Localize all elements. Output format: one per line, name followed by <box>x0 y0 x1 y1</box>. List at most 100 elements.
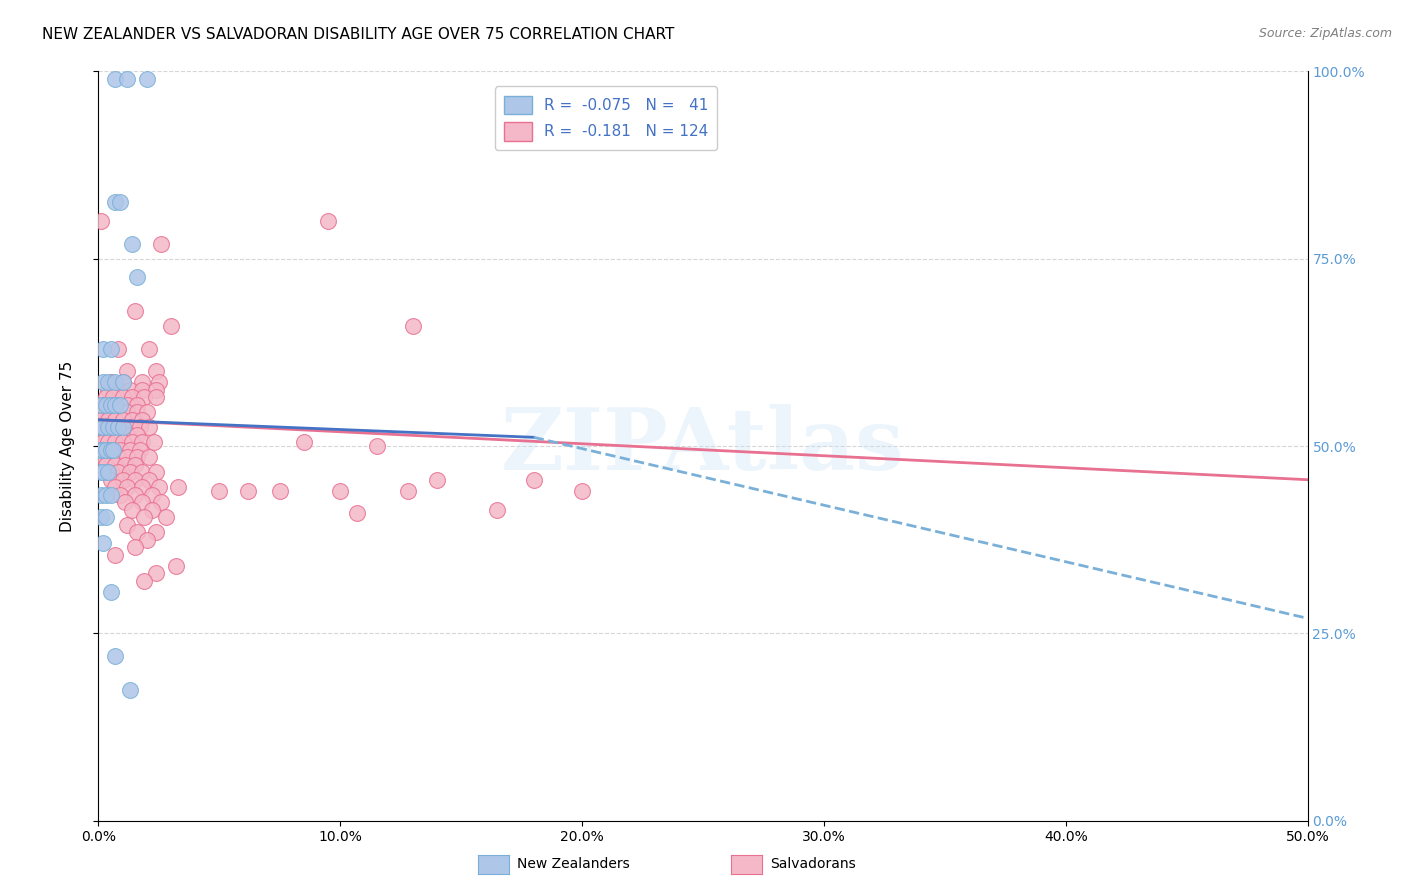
Point <box>124 458 146 472</box>
Point <box>150 236 173 251</box>
Point <box>131 495 153 509</box>
Point <box>108 398 131 412</box>
Point <box>238 483 260 498</box>
Point <box>94 510 117 524</box>
Point <box>118 420 141 434</box>
Point <box>366 439 388 453</box>
Point <box>90 427 112 442</box>
Point <box>141 488 163 502</box>
Point <box>111 435 134 450</box>
Point <box>90 442 112 457</box>
Text: NEW ZEALANDER VS SALVADORAN DISABILITY AGE OVER 75 CORRELATION CHART: NEW ZEALANDER VS SALVADORAN DISABILITY A… <box>42 27 675 42</box>
Point <box>97 435 120 450</box>
Point <box>100 398 122 412</box>
Point <box>107 420 129 434</box>
Point <box>108 195 131 210</box>
Point <box>101 390 124 404</box>
Point <box>145 525 167 540</box>
Legend: R =  -0.075   N =   41, R =  -0.181   N = 124: R = -0.075 N = 41, R = -0.181 N = 124 <box>495 87 717 150</box>
Point <box>117 364 139 378</box>
Point <box>121 413 143 427</box>
Point <box>101 442 124 457</box>
Point <box>108 442 131 457</box>
Point <box>111 420 134 434</box>
Point <box>90 420 112 434</box>
Point <box>121 390 143 404</box>
Point <box>97 420 120 434</box>
Point <box>127 450 149 465</box>
Point <box>97 465 120 479</box>
Point <box>396 483 419 498</box>
Point <box>145 383 167 397</box>
Point <box>127 398 149 412</box>
Point <box>121 435 143 450</box>
Point <box>90 398 112 412</box>
Point <box>91 536 114 550</box>
Point <box>127 270 149 285</box>
Point <box>165 558 187 573</box>
Point <box>148 376 170 390</box>
Point <box>124 488 146 502</box>
Point <box>208 483 231 498</box>
Point <box>117 517 139 532</box>
Point <box>124 304 146 318</box>
Point <box>90 465 112 479</box>
Point <box>292 435 315 450</box>
Point <box>111 390 134 404</box>
Point <box>121 502 143 516</box>
Point <box>91 420 114 434</box>
Point <box>128 420 150 434</box>
Point <box>114 495 136 509</box>
Point <box>134 574 156 588</box>
Point <box>101 420 124 434</box>
Point <box>118 383 141 397</box>
Point <box>94 390 117 404</box>
Point <box>107 398 129 412</box>
Point <box>134 510 156 524</box>
Point <box>117 71 139 86</box>
Point <box>138 420 160 434</box>
Point <box>128 442 150 457</box>
Point <box>145 566 167 581</box>
Point <box>111 413 134 427</box>
Point <box>167 480 190 494</box>
Point <box>145 465 167 479</box>
Point <box>104 195 127 210</box>
Point <box>90 442 112 457</box>
Point <box>131 413 153 427</box>
Point <box>127 525 149 540</box>
Point <box>160 319 183 334</box>
Point <box>111 376 134 390</box>
Point <box>107 405 129 419</box>
Point <box>124 540 146 554</box>
Point <box>94 398 117 412</box>
Point <box>104 71 127 86</box>
Point <box>100 376 122 390</box>
Point <box>100 473 122 487</box>
Point <box>135 405 157 419</box>
Point <box>131 480 153 494</box>
Point <box>94 442 117 457</box>
Point <box>486 502 509 516</box>
Point <box>117 450 139 465</box>
Point <box>101 442 124 457</box>
Point <box>94 458 117 472</box>
Point <box>148 480 170 494</box>
Point <box>131 465 153 479</box>
Point <box>101 420 124 434</box>
Point <box>97 376 120 390</box>
Point <box>100 585 122 599</box>
Point <box>145 364 167 378</box>
Point <box>117 405 139 419</box>
Point <box>138 450 160 465</box>
Point <box>97 413 120 427</box>
Point <box>107 427 129 442</box>
Point <box>104 435 127 450</box>
Point <box>104 413 127 427</box>
Point <box>100 342 122 356</box>
Point <box>104 648 127 663</box>
Point <box>111 473 134 487</box>
Point <box>118 465 141 479</box>
Point <box>118 682 141 697</box>
Point <box>90 488 112 502</box>
